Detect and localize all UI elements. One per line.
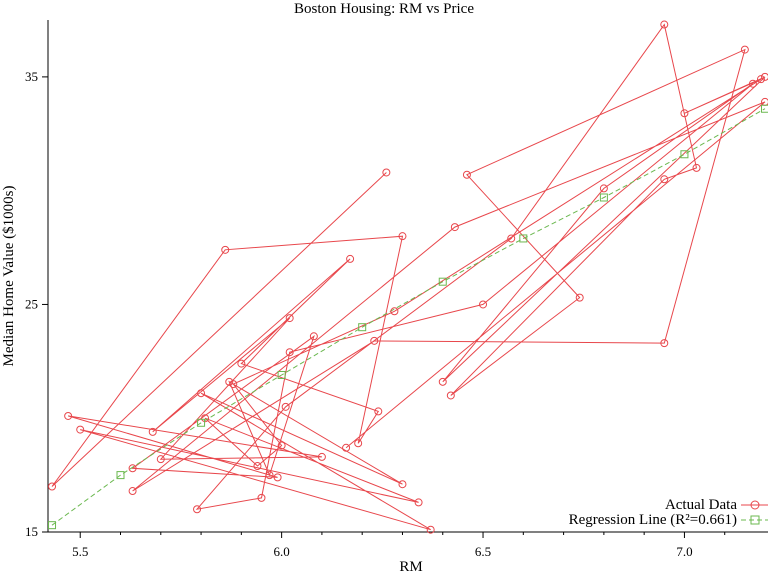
actual-data-point <box>277 441 286 450</box>
actual-data-point <box>317 452 326 461</box>
actual-data-point <box>438 377 447 386</box>
actual-data-point <box>346 254 355 263</box>
actual-data-point <box>201 414 210 423</box>
actual-data-point <box>309 332 318 341</box>
regression-point <box>116 471 125 480</box>
series-lines <box>51 23 766 531</box>
actual-data-point <box>660 20 669 29</box>
actual-data-point <box>398 480 407 489</box>
legend-label-regression: Regression Line (R²=0.661) <box>569 512 737 528</box>
actual-data-point <box>507 234 516 243</box>
regression-point <box>519 234 528 243</box>
actual-data-point <box>237 359 246 368</box>
regression-point <box>680 150 689 159</box>
regression-point <box>599 193 608 202</box>
legend: Actual Data Regression Line (R²=0.661) <box>569 497 768 528</box>
actual-data-point <box>398 232 407 241</box>
actual-data-point <box>660 339 669 348</box>
actual-data-point <box>281 402 290 411</box>
actual-data-point <box>370 336 379 345</box>
regression-point <box>277 370 286 379</box>
series-markers <box>48 20 768 534</box>
actual-data-line <box>51 23 766 531</box>
x-axis-label: RM <box>399 559 422 575</box>
actual-data-point <box>285 348 294 357</box>
actual-data-point <box>575 293 584 302</box>
legend-label-actual: Actual Data <box>665 497 737 513</box>
actual-data-point <box>257 493 266 502</box>
actual-data-point <box>761 72 768 81</box>
regression-point <box>761 104 768 113</box>
actual-data-point <box>197 389 206 398</box>
x-tick-label: 5.5 <box>72 544 88 559</box>
actual-data-point <box>426 525 435 534</box>
actual-data-point <box>414 498 423 507</box>
actual-data-point <box>273 473 282 482</box>
legend-swatch-regression-marker <box>750 515 760 525</box>
actual-data-point <box>128 487 137 496</box>
actual-data-point <box>193 505 202 514</box>
x-tick-label: 6.0 <box>274 544 290 559</box>
y-tick-label: 15 <box>25 524 38 539</box>
actual-data-point <box>342 443 351 452</box>
actual-data-point <box>64 411 73 420</box>
actual-data-point <box>748 79 757 88</box>
actual-data-point <box>756 75 765 84</box>
actual-data-point <box>354 439 363 448</box>
actual-data-point <box>221 245 230 254</box>
actual-data-point <box>156 455 165 464</box>
actual-data-point <box>446 391 455 400</box>
y-tick-label: 35 <box>25 69 38 84</box>
actual-data-point <box>390 307 399 316</box>
regression-point <box>438 277 447 286</box>
actual-data-point <box>462 170 471 179</box>
actual-data-point <box>382 168 391 177</box>
legend-swatch-actual-marker <box>750 500 760 510</box>
actual-data-point <box>229 380 238 389</box>
actual-data-point <box>374 407 383 416</box>
actual-data-point <box>740 45 749 54</box>
actual-data-point <box>76 425 85 434</box>
y-tick-label: 25 <box>25 296 38 311</box>
actual-data-point <box>253 462 262 471</box>
regression-point <box>48 521 57 530</box>
regression-point <box>197 418 206 427</box>
actual-data-point <box>450 223 459 232</box>
actual-data-point <box>128 464 137 473</box>
actual-data-point <box>265 471 274 480</box>
actual-data-point <box>225 377 234 386</box>
actual-data-point <box>48 482 57 491</box>
actual-data-point <box>285 314 294 323</box>
actual-data-point <box>599 184 608 193</box>
actual-data-point <box>660 175 669 184</box>
x-tick-label: 6.5 <box>475 544 491 559</box>
actual-data-point <box>680 109 689 118</box>
axis-ticks: 5.5 6.0 6.5 7.0 15 25 35 <box>25 69 726 559</box>
regression-point <box>358 323 367 332</box>
actual-data-point <box>479 300 488 309</box>
regression-line <box>51 108 766 526</box>
chart-title: Boston Housing: RM vs Price <box>294 1 474 17</box>
x-tick-label: 7.0 <box>676 544 692 559</box>
actual-data-point <box>692 163 701 172</box>
y-axis-label: Median Home Value ($1000s) <box>1 186 17 367</box>
actual-data-point <box>148 427 157 436</box>
